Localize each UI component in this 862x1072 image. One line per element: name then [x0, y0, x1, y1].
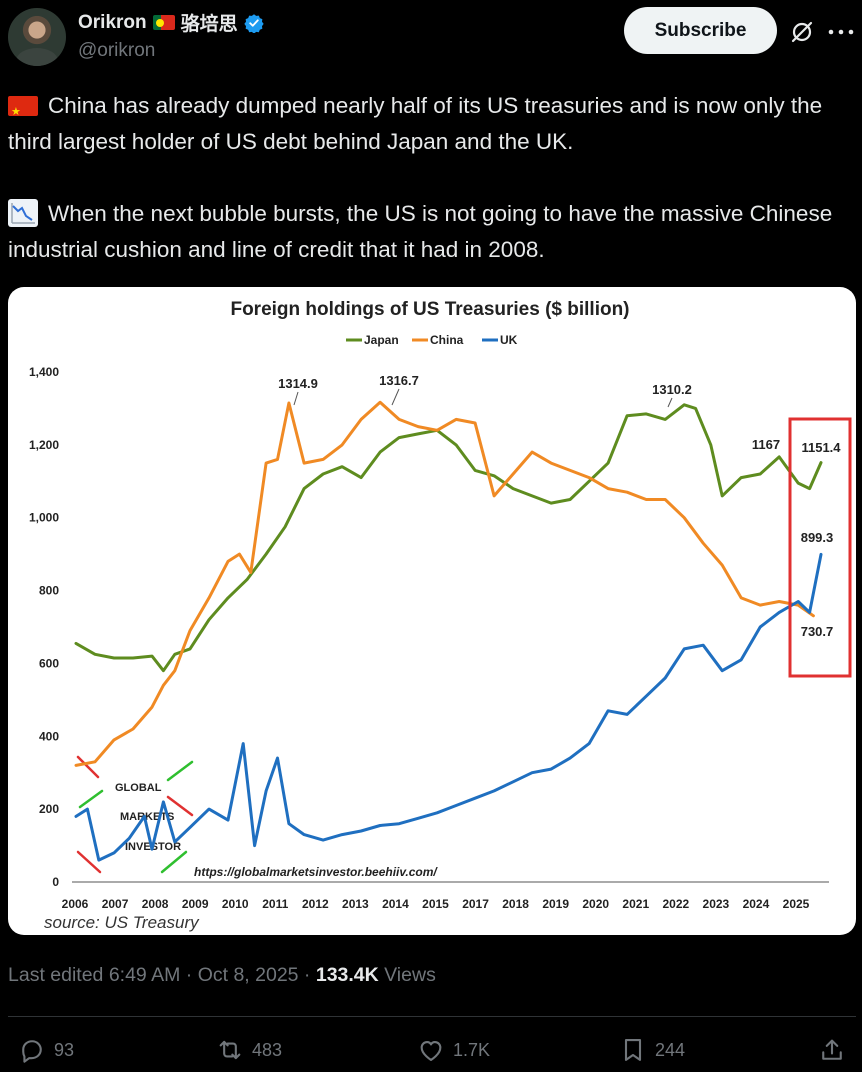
annotation-leader	[667, 397, 673, 408]
x-tick-label: 2013	[342, 897, 369, 911]
bookmark-icon	[624, 1039, 642, 1061]
x-tick-label: 2009	[182, 897, 209, 911]
edited-timestamp[interactable]: Last edited 6:49 AM · Oct 8, 2025 ·	[8, 964, 316, 986]
x-tick-label: 2008	[142, 897, 169, 911]
x-tick-label: 2017	[462, 897, 489, 911]
reply-icon	[22, 1040, 42, 1063]
watermark-arrow	[76, 755, 100, 779]
heart-icon	[420, 1041, 442, 1061]
repost-count: 483	[252, 1039, 283, 1060]
chart-image[interactable]: Foreign holdings of US Treasuries ($ bil…	[8, 287, 856, 935]
annotation-label: 899.3	[801, 530, 834, 545]
annotation-label: 1310.2	[652, 382, 692, 397]
more-options-icon[interactable]	[826, 22, 856, 42]
reply-button[interactable]: 93	[18, 1036, 74, 1064]
repost-button[interactable]: 483	[216, 1036, 282, 1064]
source-note: source: US Treasury	[44, 913, 200, 932]
y-tick-label: 800	[39, 584, 59, 598]
subscribe-button[interactable]: Subscribe	[624, 7, 777, 54]
x-tick-label: 2006	[62, 897, 89, 911]
annotation-label: 1151.4	[801, 440, 841, 455]
chart-title: Foreign holdings of US Treasuries ($ bil…	[230, 299, 629, 320]
annotation-label: 1167	[752, 437, 780, 452]
x-tick-label: 2012	[302, 897, 329, 911]
x-tick-label: 2015	[422, 897, 449, 911]
watermark-arrow	[166, 760, 194, 782]
x-tick-label: 2018	[502, 897, 529, 911]
y-tick-label: 1,000	[29, 511, 59, 525]
x-tick-label: 2011	[262, 897, 288, 911]
y-tick-label: 1,400	[29, 365, 59, 379]
grok-icon[interactable]	[790, 20, 814, 44]
author-handle[interactable]: @orikron	[78, 40, 156, 61]
tweet-text: China has already dumped nearly half of …	[8, 88, 860, 268]
views-label: Views	[378, 964, 436, 986]
series-line-uk	[74, 552, 823, 862]
x-tick-label: 2021	[622, 897, 649, 911]
x-tick-label: 2020	[582, 897, 609, 911]
verified-badge-icon	[243, 13, 264, 33]
tweet-paragraph-2: When the next bubble bursts, the US is n…	[8, 199, 833, 262]
legend-label: China	[430, 333, 464, 347]
y-tick-label: 1,200	[29, 438, 59, 452]
legend-label: Japan	[364, 333, 399, 347]
watermark-arrow	[166, 795, 194, 817]
x-tick-label: 2010	[222, 897, 249, 911]
y-tick-label: 0	[52, 875, 59, 889]
watermark-word: GLOBAL	[115, 782, 162, 794]
portugal-flag-icon	[152, 15, 175, 30]
annotation-leader	[391, 388, 400, 406]
share-icon	[822, 1039, 842, 1060]
chart-legend: Japan China UK	[346, 333, 518, 347]
chinese-name[interactable]: 骆培思	[180, 14, 238, 35]
series-line-china	[74, 400, 815, 767]
share-button[interactable]	[818, 1036, 846, 1064]
x-tick-label: 2024	[743, 897, 770, 911]
x-tick-label: 2023	[703, 897, 730, 911]
display-name[interactable]: Orikron	[78, 11, 147, 33]
x-tick-label: 2025	[783, 897, 810, 911]
x-tick-label: 2019	[542, 897, 569, 911]
bookmark-button[interactable]: 244	[619, 1036, 685, 1064]
views-count: 133.4K	[315, 964, 379, 986]
watermark-arrow	[78, 789, 104, 809]
legend-item-japan: Japan	[346, 333, 399, 347]
tweet-paragraph-1: China has already dumped nearly half of …	[8, 88, 860, 160]
annotation-leader	[293, 391, 299, 406]
treasury-holdings-chart: Foreign holdings of US Treasuries ($ bil…	[29, 299, 852, 932]
source-url: https://globalmarketsinvestor.beehiiv.co…	[194, 865, 438, 879]
legend-item-china: China	[412, 333, 464, 347]
bookmark-count: 244	[655, 1039, 686, 1060]
watermark-arrow	[76, 850, 102, 874]
annotation-label: 1316.7	[379, 373, 419, 388]
like-button[interactable]: 1.7K	[417, 1036, 490, 1064]
chart-axes: 0 200 400 600 800 1,000 1,200 1,400 2006 2007 2008…	[29, 365, 829, 911]
reply-count: 93	[54, 1039, 75, 1060]
series-line-japan	[74, 403, 823, 673]
chart-annotations: 1314.9 1316.7 1310.2 1167 1151.4 899.3 730.7	[278, 373, 841, 639]
author-name-row[interactable]: Orikron 骆培思	[78, 9, 264, 36]
x-tick-label: 2022	[662, 897, 689, 911]
china-flag-icon	[8, 94, 38, 130]
legend-item-uk: UK	[482, 333, 518, 347]
y-tick-label: 200	[39, 802, 59, 816]
y-tick-label: 600	[39, 656, 59, 670]
watermark-arrow	[160, 850, 188, 874]
highlight-box	[788, 417, 852, 678]
annotation-label: 1314.9	[278, 376, 318, 391]
chart-series	[74, 400, 823, 862]
annotation-label: 730.7	[801, 624, 834, 639]
like-count: 1.7K	[453, 1039, 491, 1060]
x-tick-label: 2007	[102, 897, 129, 911]
divider	[8, 1016, 856, 1017]
repost-icon	[219, 1040, 241, 1060]
x-tick-label: 2014	[382, 897, 409, 911]
tweet-meta: Last edited 6:49 AM · Oct 8, 2025 · 133.…	[8, 964, 436, 987]
chart-decreasing-icon	[8, 199, 38, 227]
avatar[interactable]	[8, 8, 66, 66]
y-tick-label: 400	[39, 729, 59, 743]
legend-label: UK	[500, 333, 518, 347]
